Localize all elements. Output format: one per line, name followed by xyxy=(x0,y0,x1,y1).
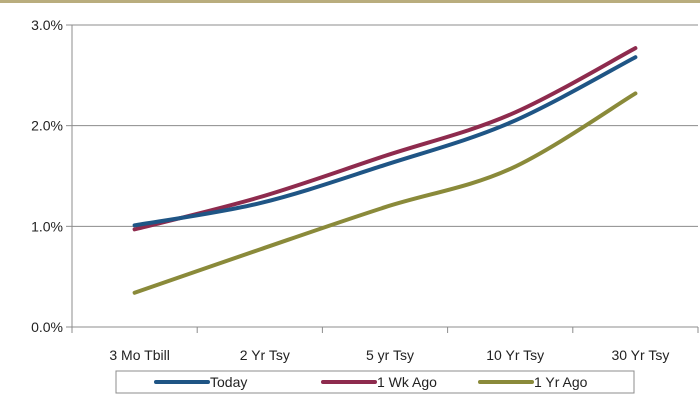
legend-label: Today xyxy=(210,374,247,390)
y-tick-label: 2.0% xyxy=(31,118,63,134)
series-line-1-yr-ago xyxy=(132,91,638,295)
series-lines xyxy=(132,46,638,295)
series-line-today xyxy=(132,55,638,228)
x-tick-label: 10 Yr Tsy xyxy=(486,347,544,363)
y-tick-labels: 0.0% 1.0% 2.0% 3.0% xyxy=(31,17,63,335)
x-tick-label: 30 Yr Tsy xyxy=(611,347,669,363)
axes xyxy=(71,25,699,333)
x-tick-label: 3 Mo Tbill xyxy=(109,347,169,363)
legend: Today 1 Wk Ago 1 Yr Ago xyxy=(115,370,635,394)
x-tick-labels: 3 Mo Tbill 2 Yr Tsy 5 yr Tsy 10 Yr Tsy 30 Yr… xyxy=(109,347,669,363)
y-tick-label: 3.0% xyxy=(31,17,63,33)
y-tick-label: 0.0% xyxy=(31,319,63,335)
y-tick-label: 1.0% xyxy=(31,218,63,234)
gridlines xyxy=(66,24,698,328)
x-tick-label: 5 yr Tsy xyxy=(366,347,414,363)
top-border xyxy=(0,0,700,3)
x-tick-label: 2 Yr Tsy xyxy=(240,347,290,363)
series-line-1-wk-ago xyxy=(132,46,638,232)
legend-label: 1 Wk Ago xyxy=(377,374,437,390)
legend-label: 1 Yr Ago xyxy=(534,374,588,390)
